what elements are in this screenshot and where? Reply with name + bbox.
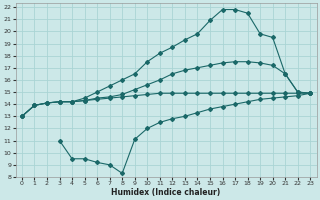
X-axis label: Humidex (Indice chaleur): Humidex (Indice chaleur): [111, 188, 221, 197]
